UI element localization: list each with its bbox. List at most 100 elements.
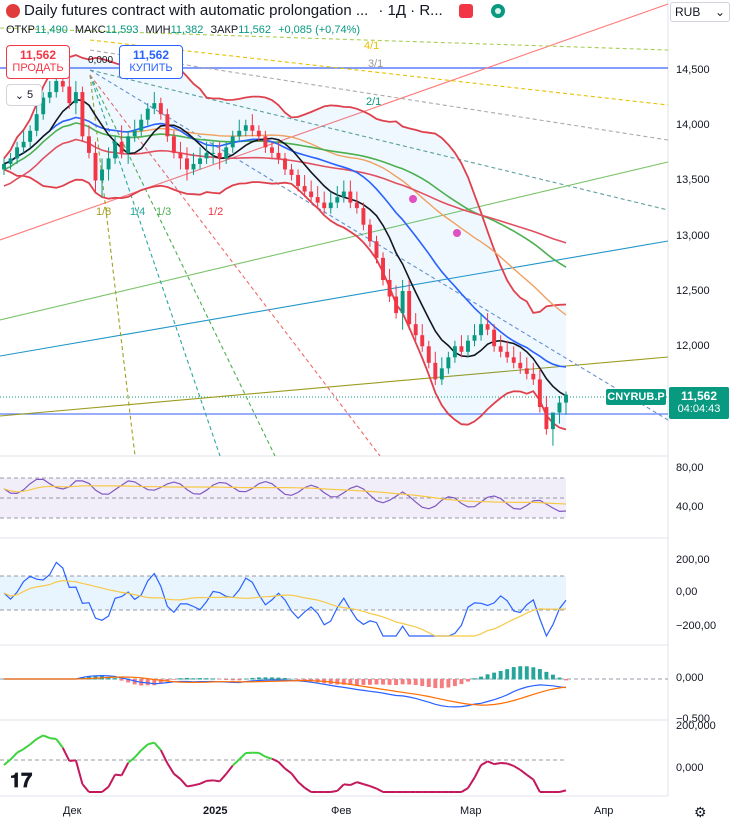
price-tick: 14,000: [676, 119, 710, 131]
macd-histogram-bar: [459, 679, 464, 685]
macd-histogram-bar: [211, 678, 216, 680]
osc-line-segment: [349, 781, 358, 786]
macd-histogram-bar: [302, 679, 307, 681]
cci-band: [0, 576, 566, 610]
macd-histogram-bar: [152, 679, 157, 686]
candle: [374, 241, 379, 258]
price-tick: 13,000: [676, 230, 710, 242]
osc-line-segment: [101, 786, 110, 793]
osc-line-segment: [55, 738, 64, 749]
cci-ma-line: [3, 579, 567, 637]
macd-histogram-bar: [564, 679, 568, 681]
high-label: МАКС: [74, 24, 106, 36]
candle: [387, 279, 392, 297]
buy-button[interactable]: 11,562 КУПИТЬ: [119, 45, 183, 79]
candle: [381, 257, 385, 280]
macd-histogram-bar: [381, 679, 385, 685]
macd-histogram-bar: [511, 667, 516, 680]
osc-line-segment: [36, 734, 44, 740]
candle: [198, 158, 203, 164]
candle: [315, 197, 320, 203]
ohlc-legend: ОТКР11,490 МАКС11,593 МИН11,382 ЗАКР11,5…: [6, 24, 364, 36]
candle: [296, 174, 301, 187]
osc-line-segment: [42, 734, 51, 740]
candle: [139, 119, 144, 131]
candle: [348, 191, 353, 203]
macd-histogram-bar: [341, 679, 346, 685]
osc-line-segment: [363, 783, 371, 788]
macd-histogram-bar: [485, 674, 490, 680]
macd-histogram-bar: [230, 679, 235, 681]
macd-histogram-bar: [537, 669, 542, 680]
price-tick: 12,000: [676, 340, 710, 352]
macd-tick: −0,500: [676, 713, 710, 725]
chevron-down-icon: ⌄: [714, 5, 725, 19]
macd-histogram-bar: [420, 679, 425, 687]
macd-histogram-bar: [217, 679, 222, 680]
osc-line-segment: [473, 764, 482, 779]
osc-line-segment: [480, 760, 489, 766]
candle: [269, 147, 274, 153]
trend-line: [0, 240, 669, 357]
candle: [302, 186, 307, 192]
market-status-icon[interactable]: [490, 3, 505, 18]
symbol-title[interactable]: Daily futures contract with automatic pr…: [24, 2, 369, 19]
macd-histogram-bar: [119, 679, 124, 681]
candle: [2, 163, 6, 170]
cross-marker: [453, 229, 461, 237]
trend-line: [89, 74, 136, 457]
macd-histogram-bar: [113, 678, 118, 680]
candle: [204, 152, 209, 159]
time-tick: Апр: [594, 805, 614, 817]
osc-line-segment: [140, 743, 149, 751]
spread-value: 0,000: [88, 55, 114, 66]
rsi-line: [3, 478, 567, 513]
macd-histogram-bar: [452, 679, 457, 687]
osc-line-segment: [297, 781, 306, 789]
last-price: 11,562: [680, 389, 718, 403]
osc-line-segment: [23, 743, 31, 750]
candle: [492, 329, 497, 347]
tradingview-logo[interactable]: 𝟏𝟕: [10, 770, 33, 792]
macd-histogram-bar: [204, 678, 209, 680]
rsi-tick: 40,00: [676, 501, 704, 513]
timeframe-label[interactable]: · 1Д · R...: [378, 2, 443, 19]
sell-button[interactable]: 11,562 ПРОДАТЬ: [6, 45, 70, 79]
gear-icon[interactable]: ⚙: [694, 804, 707, 820]
candle: [86, 136, 91, 153]
osc-line-segment: [107, 774, 116, 788]
candle: [217, 152, 222, 159]
candle: [106, 158, 111, 170]
candle: [100, 169, 104, 181]
osc-line-segment: [49, 737, 57, 740]
macd-histogram-bar: [243, 678, 248, 680]
flag-icon[interactable]: [458, 3, 473, 18]
candle: [433, 362, 438, 380]
candle: [243, 125, 248, 131]
close-label: ЗАКР: [210, 24, 239, 36]
candle: [250, 125, 255, 131]
candle: [47, 92, 52, 98]
macd-histogram-bar: [426, 679, 431, 687]
indicators-toggle-button[interactable]: ⌄ 5: [6, 84, 42, 106]
price-tick: 12,500: [676, 285, 710, 297]
candle: [524, 368, 529, 374]
macd-histogram-bar: [198, 678, 203, 680]
macd-histogram-bar: [185, 677, 189, 680]
candle: [531, 373, 536, 380]
osc-line-segment: [258, 752, 266, 758]
time-tick: 2025: [203, 805, 228, 817]
cci-tick: 0,00: [676, 586, 698, 598]
macd-histogram-bar: [191, 678, 196, 680]
candle: [60, 81, 65, 87]
macd-histogram-bar: [276, 677, 281, 680]
currency-select[interactable]: RUB ⌄: [670, 2, 730, 22]
candle: [452, 346, 457, 358]
trend-line: [89, 39, 669, 106]
candle: [544, 407, 549, 430]
sell-label: ПРОДАТЬ: [12, 62, 64, 74]
candle: [439, 368, 444, 380]
candle: [93, 152, 98, 181]
candle: [550, 412, 555, 430]
